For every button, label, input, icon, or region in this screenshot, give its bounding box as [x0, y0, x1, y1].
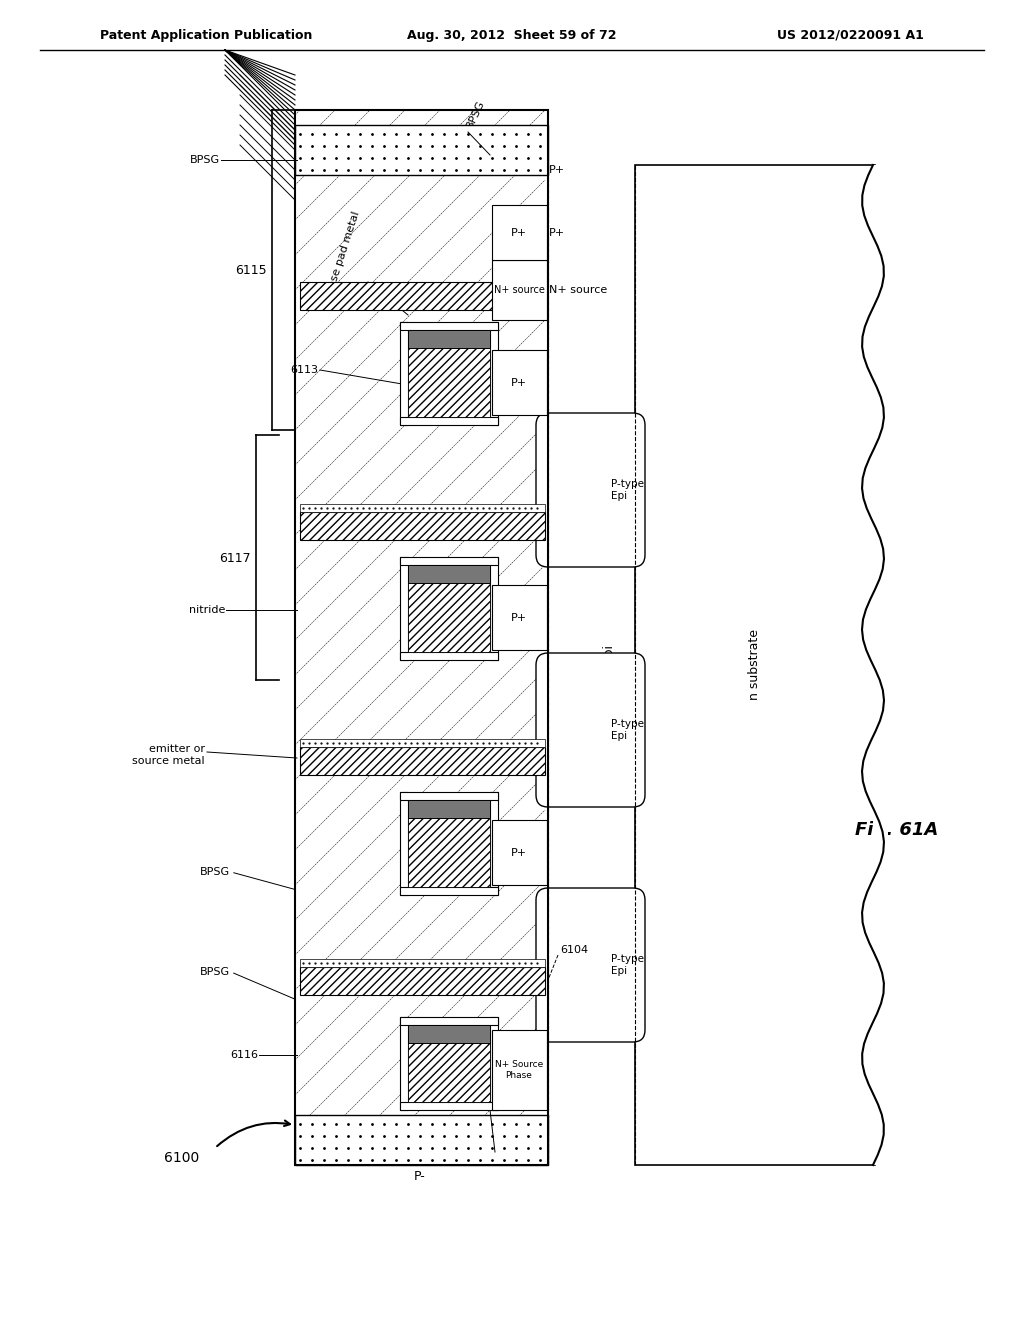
- Text: BPSG: BPSG: [200, 968, 230, 977]
- Bar: [408, 800, 490, 818]
- FancyBboxPatch shape: [536, 888, 645, 1041]
- FancyBboxPatch shape: [536, 653, 645, 807]
- Bar: [400, 322, 408, 425]
- Text: 6117: 6117: [219, 552, 251, 565]
- Bar: [300, 504, 545, 512]
- Bar: [300, 739, 545, 747]
- Bar: [408, 1026, 490, 1043]
- Bar: [408, 800, 490, 887]
- Bar: [400, 792, 408, 895]
- Text: Fig. 61A: Fig. 61A: [855, 821, 938, 840]
- Text: P+: P+: [549, 165, 565, 176]
- Bar: [300, 512, 545, 540]
- Bar: [400, 557, 408, 660]
- Bar: [490, 792, 498, 895]
- Bar: [295, 110, 548, 1166]
- Bar: [492, 260, 547, 319]
- Bar: [492, 205, 547, 260]
- Text: 6115: 6115: [236, 264, 267, 276]
- Bar: [635, 165, 874, 1166]
- Bar: [300, 960, 545, 968]
- Text: n epi: n epi: [603, 644, 616, 676]
- Bar: [295, 125, 548, 176]
- Bar: [492, 350, 547, 414]
- Bar: [295, 1115, 548, 1166]
- Text: Aug. 30, 2012  Sheet 59 of 72: Aug. 30, 2012 Sheet 59 of 72: [408, 29, 616, 41]
- Bar: [400, 1016, 408, 1110]
- Text: US 2012/0220091 A1: US 2012/0220091 A1: [777, 29, 924, 41]
- Bar: [408, 565, 490, 583]
- Text: P+: P+: [511, 612, 527, 623]
- Text: emitter or
source metal: emitter or source metal: [132, 744, 205, 766]
- Bar: [490, 557, 498, 660]
- Text: P-type
Epi: P-type Epi: [610, 479, 643, 500]
- Text: P+: P+: [549, 228, 565, 238]
- Bar: [408, 330, 490, 348]
- Bar: [400, 792, 498, 800]
- Text: P-type
Epi: P-type Epi: [610, 719, 643, 741]
- Text: 6104: 6104: [560, 945, 588, 954]
- Bar: [873, 165, 888, 1166]
- Bar: [492, 820, 547, 884]
- Bar: [408, 565, 490, 652]
- Bar: [300, 968, 545, 995]
- Text: P-type
Epi: P-type Epi: [610, 954, 643, 975]
- Text: n substrate: n substrate: [749, 630, 762, 701]
- Bar: [400, 417, 498, 425]
- Text: P+: P+: [511, 228, 527, 238]
- Bar: [400, 1102, 498, 1110]
- Text: nitride: nitride: [188, 605, 225, 615]
- Bar: [400, 322, 498, 330]
- Text: BPSG: BPSG: [200, 867, 230, 876]
- Bar: [490, 1016, 498, 1110]
- Text: Patent Application Publication: Patent Application Publication: [100, 29, 312, 41]
- Text: N+ Source
Phase: N+ Source Phase: [495, 1060, 543, 1080]
- Text: 6116: 6116: [230, 1049, 258, 1060]
- Text: N+ source: N+ source: [494, 285, 545, 294]
- Text: N+ source: N+ source: [549, 285, 607, 294]
- Bar: [400, 557, 498, 565]
- Text: P-: P-: [414, 1171, 426, 1184]
- Text: 6126: 6126: [497, 1152, 525, 1162]
- Bar: [400, 652, 498, 660]
- FancyBboxPatch shape: [536, 413, 645, 568]
- Bar: [400, 887, 498, 895]
- Text: BPSG: BPSG: [465, 99, 486, 129]
- Bar: [492, 585, 547, 649]
- Bar: [492, 1030, 547, 1110]
- Bar: [408, 1026, 490, 1102]
- Bar: [490, 322, 498, 425]
- Bar: [400, 1016, 498, 1026]
- Text: P+: P+: [511, 378, 527, 388]
- Text: BPSG: BPSG: [189, 154, 220, 165]
- Bar: [300, 747, 545, 775]
- Text: 6113: 6113: [290, 366, 318, 375]
- Text: P+: P+: [511, 847, 527, 858]
- Bar: [408, 330, 490, 417]
- Text: sense pad metal: sense pad metal: [324, 210, 362, 301]
- Text: 6100: 6100: [165, 1151, 200, 1166]
- Bar: [300, 282, 545, 310]
